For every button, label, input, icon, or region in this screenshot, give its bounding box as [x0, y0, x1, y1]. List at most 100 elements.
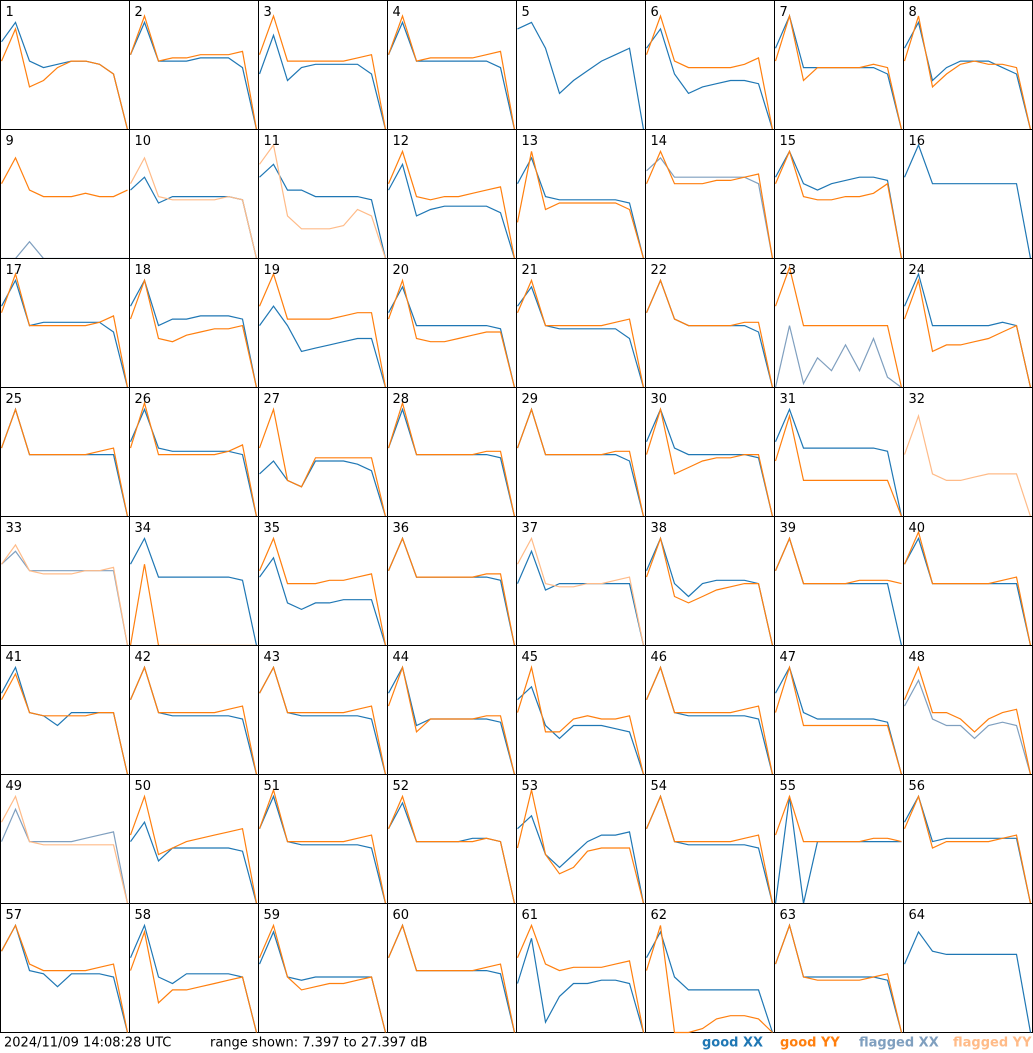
panel-title: 4 — [393, 5, 401, 20]
spectrum-line — [645, 665, 774, 775]
spectrum-line — [259, 460, 387, 517]
spectrum-line — [774, 325, 902, 388]
spectrum-line — [0, 923, 129, 1033]
spectrum-line — [387, 285, 516, 388]
spectrum-line — [517, 685, 645, 775]
spectrum-line — [903, 678, 1032, 775]
panel-title: 23 — [780, 263, 797, 278]
panel-title: 52 — [393, 779, 410, 794]
spectrum-line — [0, 807, 129, 904]
panel-frame — [645, 516, 775, 646]
panel-title: 10 — [135, 134, 152, 149]
panel-frame — [0, 645, 130, 775]
panel-frame — [129, 645, 259, 775]
panel-title: 5 — [522, 5, 530, 20]
spectrum-line — [259, 143, 387, 259]
panel-frame — [387, 774, 517, 904]
spectrum-line — [1, 543, 129, 646]
spectrum-line — [517, 21, 645, 130]
panel-frame — [645, 645, 775, 775]
legend-entry: flagged YY — [953, 1036, 1032, 1051]
panel-title: 51 — [264, 779, 281, 794]
panel-frame — [258, 129, 388, 259]
panel-frame — [516, 258, 646, 388]
spectrum-line — [387, 162, 516, 259]
spectrum-line — [516, 789, 645, 904]
panel-frame — [645, 0, 775, 130]
spectrum-line — [258, 665, 387, 775]
spectrum-line — [903, 413, 1032, 517]
spectrum-line — [645, 925, 773, 1034]
spectrum-line — [129, 20, 258, 130]
spectrum-line — [645, 149, 774, 259]
panel-title: 13 — [522, 134, 539, 149]
panel-frame — [0, 129, 130, 259]
panel-title: 40 — [909, 521, 926, 536]
panel-title: 36 — [393, 521, 410, 536]
panel-title: 22 — [651, 263, 668, 278]
spectrum-line — [903, 794, 1032, 904]
panel-title: 50 — [135, 779, 152, 794]
legend-entry: good YY — [780, 1036, 840, 1051]
panel-title: 19 — [264, 263, 281, 278]
spectrum-line — [387, 794, 516, 904]
spectrum-line — [387, 923, 516, 1033]
panel-title: 30 — [651, 392, 668, 407]
panel-frame — [258, 903, 388, 1033]
panel-frame — [516, 645, 646, 775]
spectrum-line — [646, 27, 774, 130]
range-note: range shown: 7.397 to 27.397 dB — [210, 1036, 428, 1051]
panel-title: 41 — [6, 650, 23, 665]
panel-frame — [258, 645, 388, 775]
panel-title: 6 — [651, 5, 659, 20]
panel-frame — [774, 0, 904, 130]
spectrum-line — [0, 794, 129, 904]
panel-frame — [774, 129, 904, 259]
panel-frame — [774, 903, 904, 1033]
spectrum-line — [387, 278, 516, 388]
timestamp: 2024/11/09 14:08:28 UTC — [4, 1036, 171, 1051]
panel-title: 3 — [264, 5, 272, 20]
panel-title: 45 — [522, 650, 539, 665]
panel-title: 26 — [135, 392, 152, 407]
panel-title: 11 — [264, 134, 281, 149]
spectrum-line — [903, 530, 1032, 646]
spectrum-line — [258, 33, 387, 130]
panel-title: 55 — [780, 779, 797, 794]
spectrum-line — [774, 665, 903, 775]
spectrum-line — [516, 536, 645, 646]
panel-frame — [387, 903, 517, 1033]
panel-title: 49 — [6, 779, 23, 794]
panel-frame — [516, 387, 646, 517]
panel-title: 48 — [909, 650, 926, 665]
spectrum-line — [129, 14, 258, 130]
spectrum-line — [387, 400, 516, 517]
spectrum-line — [258, 14, 387, 130]
spectrum-line — [258, 536, 387, 646]
spectrum-line — [129, 923, 258, 1033]
spectrum-line — [903, 272, 1032, 388]
panel-frame — [903, 258, 1033, 388]
panel-frame — [903, 903, 1033, 1033]
spectrum-line — [774, 407, 903, 517]
panel-frame — [645, 258, 775, 388]
panel-title: 2 — [135, 5, 143, 20]
spectrum-line — [774, 413, 903, 517]
spectrum-line — [0, 923, 129, 1033]
panel-title: 34 — [135, 521, 152, 536]
panel-frame — [774, 387, 904, 517]
panel-title: 27 — [264, 392, 281, 407]
panel-title: 24 — [909, 263, 926, 278]
panel-frame — [129, 387, 259, 517]
spectrum-line — [516, 407, 645, 517]
spectrum-line — [645, 14, 774, 130]
spectrum-line — [903, 278, 1032, 388]
spectrum-line — [645, 407, 774, 517]
panel-title: 58 — [135, 908, 152, 923]
panel-title: 18 — [135, 263, 152, 278]
panel-frame — [0, 0, 130, 130]
spectrum-line — [259, 163, 387, 259]
spectrum-line — [516, 549, 645, 646]
panel-frame — [516, 0, 646, 130]
